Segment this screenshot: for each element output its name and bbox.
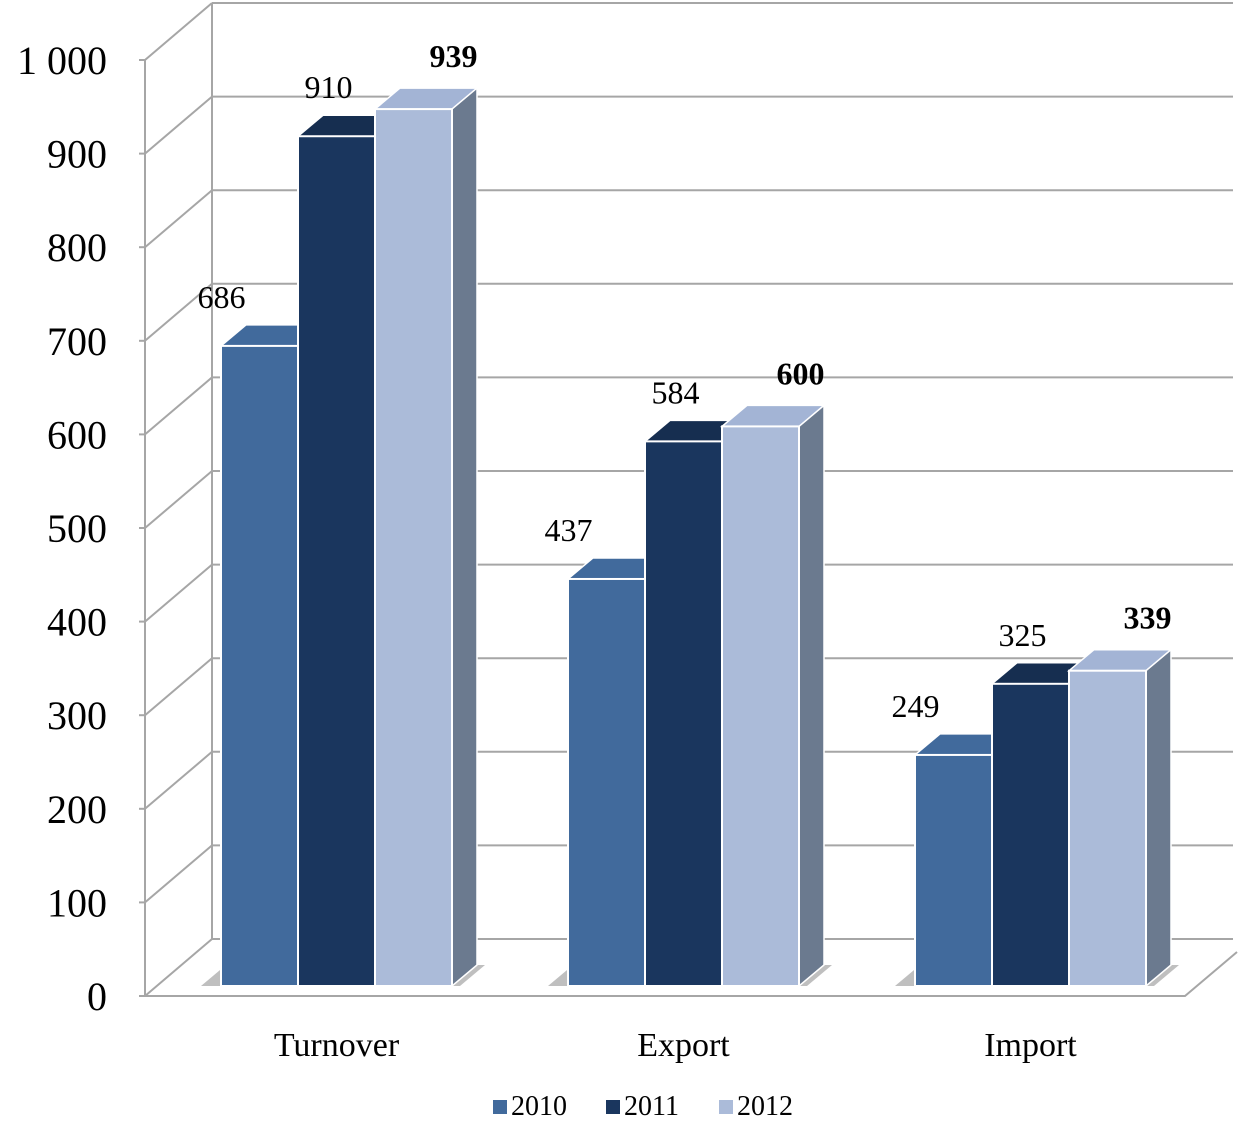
gridline-diagonal <box>144 657 213 716</box>
bar-front <box>297 135 376 988</box>
bar-side <box>798 403 825 988</box>
x-tick-label: Import <box>984 1027 1077 1064</box>
legend: 2010 2011 2012 <box>493 1091 793 1122</box>
y-tick-label: 0 <box>87 974 107 1019</box>
y-tick-label: 1 000 <box>17 38 107 83</box>
data-label: 325 <box>999 617 1047 653</box>
bar-front <box>1068 669 1147 987</box>
gridline-diagonal <box>144 283 213 342</box>
data-label: 339 <box>1124 600 1172 636</box>
legend-swatch <box>606 1100 620 1114</box>
bar-side <box>451 86 478 988</box>
x-tick-label: Export <box>637 1027 730 1064</box>
data-label: 600 <box>777 355 825 391</box>
bar: 339 <box>1066 600 1174 988</box>
legend-label: 2010 <box>511 1091 567 1122</box>
legend-swatch <box>493 1100 507 1114</box>
gridline-diagonal <box>144 751 213 810</box>
gridline-diagonal <box>144 844 213 904</box>
y-tick-label: 100 <box>47 880 107 925</box>
bar-front <box>914 753 993 987</box>
bar: 910 <box>295 69 403 988</box>
data-label: 939 <box>430 38 478 74</box>
bars: 686 910 939 437 584 600 249 325 339 <box>198 38 1179 988</box>
y-tick-label: 500 <box>47 506 107 551</box>
data-label: 437 <box>545 512 593 548</box>
gridline-diagonal <box>144 189 213 248</box>
bar: 939 <box>372 38 480 988</box>
bar-front <box>721 425 800 987</box>
y-tick-label: 900 <box>47 132 107 177</box>
bar: 325 <box>989 617 1097 987</box>
legend-swatch <box>719 1100 733 1114</box>
bar: 437 <box>545 512 673 988</box>
y-tick-label: 600 <box>47 412 107 457</box>
gridline-diagonal <box>144 938 213 997</box>
gridline-diagonal <box>144 95 213 155</box>
y-tick-label: 400 <box>47 600 107 645</box>
bar-front <box>567 577 646 988</box>
legend-label: 2012 <box>737 1091 793 1122</box>
bar-front <box>644 440 723 988</box>
legend-label: 2011 <box>624 1091 679 1122</box>
bar-front <box>374 108 453 987</box>
gridline-diagonal <box>144 563 213 623</box>
bar-front <box>220 344 299 987</box>
bar-side <box>1145 648 1172 988</box>
bar-front <box>991 682 1070 987</box>
data-label: 584 <box>652 374 700 410</box>
data-label: 249 <box>892 688 940 724</box>
x-tick-label: Turnover <box>274 1027 400 1064</box>
bar: 600 <box>719 355 827 988</box>
y-tick-label: 300 <box>47 693 107 738</box>
gridline-diagonal <box>144 470 213 529</box>
data-label: 910 <box>305 69 353 105</box>
y-tick-label: 700 <box>47 319 107 364</box>
gridline-diagonal <box>144 376 213 436</box>
gridline-diagonal <box>144 2 213 61</box>
y-tick-label: 800 <box>47 225 107 270</box>
y-tick-label: 200 <box>47 787 107 832</box>
floor-edge <box>145 951 1238 997</box>
data-label: 686 <box>198 279 246 315</box>
